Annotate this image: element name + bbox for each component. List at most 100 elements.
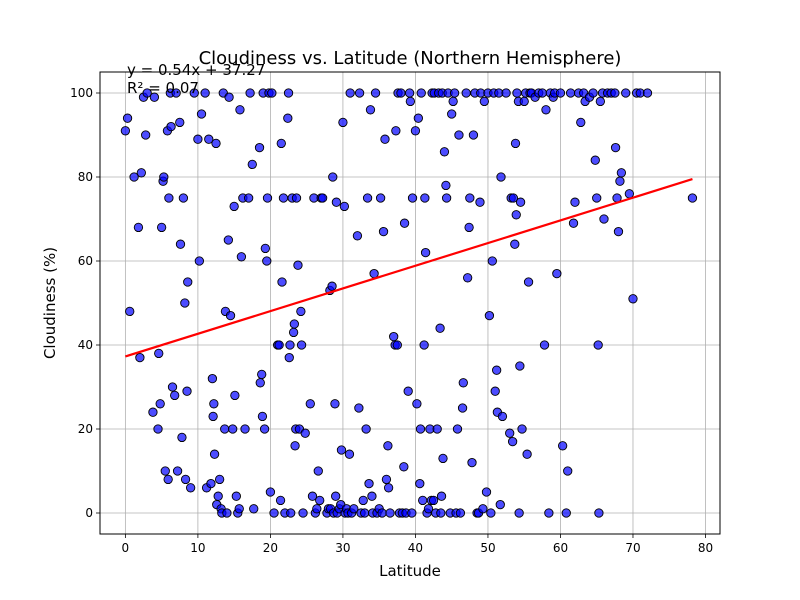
data-point <box>300 428 310 438</box>
data-point <box>389 331 399 342</box>
data-point <box>415 478 425 489</box>
data-point <box>352 231 363 241</box>
data-point <box>492 365 502 375</box>
data-point <box>505 428 515 438</box>
x-tick-label: 10 <box>190 541 205 555</box>
data-point <box>479 96 489 107</box>
data-point <box>339 201 350 212</box>
data-point <box>265 487 276 497</box>
data-point <box>298 508 308 518</box>
data-point <box>133 222 144 233</box>
data-point <box>441 193 452 203</box>
data-point <box>257 411 268 422</box>
data-point <box>621 88 631 98</box>
data-point <box>367 491 377 501</box>
data-point <box>180 474 191 485</box>
data-point <box>439 147 450 157</box>
data-point <box>231 491 241 501</box>
x-tick-label: 70 <box>625 541 640 555</box>
data-point <box>403 386 413 396</box>
data-point <box>289 319 299 329</box>
data-point <box>209 449 220 459</box>
y-axis-label: Cloudiness (%) <box>41 247 59 359</box>
data-point <box>468 130 479 140</box>
data-point <box>616 168 627 178</box>
data-point <box>419 340 429 350</box>
data-point <box>166 121 176 132</box>
data-point <box>290 441 300 451</box>
data-point <box>336 445 347 455</box>
data-point <box>142 88 152 98</box>
data-point <box>378 226 389 237</box>
data-point <box>149 92 160 102</box>
data-point <box>449 88 460 98</box>
y-tick-label: 60 <box>78 254 93 268</box>
data-point <box>391 126 401 136</box>
data-point <box>588 88 598 98</box>
data-point <box>407 508 417 518</box>
data-point <box>269 508 279 518</box>
data-point <box>438 453 448 464</box>
data-point <box>245 88 255 98</box>
data-point <box>568 218 579 228</box>
data-point <box>392 340 402 350</box>
data-point <box>399 218 410 228</box>
data-point <box>196 109 207 119</box>
data-point <box>508 193 518 203</box>
data-point <box>305 399 315 409</box>
data-point <box>284 352 294 363</box>
data-point <box>361 424 371 434</box>
data-point <box>407 193 418 203</box>
regression-equation: y = 0.54x + 37.27 <box>127 61 265 79</box>
data-point <box>552 268 562 279</box>
data-point <box>223 235 234 245</box>
data-point <box>563 466 573 476</box>
data-point <box>275 495 286 506</box>
data-point <box>399 462 409 472</box>
data-point <box>595 96 606 107</box>
data-point <box>230 390 240 401</box>
data-point <box>396 88 406 98</box>
data-point <box>349 504 359 514</box>
data-point <box>642 88 653 98</box>
data-point <box>249 504 259 514</box>
data-point <box>228 424 238 434</box>
y-tick-label: 80 <box>78 170 93 184</box>
data-point <box>330 399 340 409</box>
data-point <box>278 193 289 203</box>
data-point <box>170 390 180 401</box>
data-point <box>615 176 625 186</box>
data-point <box>193 134 203 144</box>
data-point <box>159 172 169 182</box>
data-point <box>523 277 534 287</box>
data-point <box>487 256 497 266</box>
data-point <box>420 247 431 258</box>
data-point <box>510 239 520 249</box>
data-point <box>687 193 698 203</box>
data-point <box>189 88 199 98</box>
data-point <box>624 189 635 199</box>
data-point <box>486 508 496 518</box>
data-point <box>175 117 185 128</box>
data-point <box>590 155 600 165</box>
data-point <box>428 495 439 506</box>
data-point <box>182 386 192 396</box>
data-point <box>286 508 296 518</box>
data-point <box>240 424 250 434</box>
data-point <box>185 483 196 493</box>
data-point <box>262 256 272 266</box>
data-point <box>122 113 133 123</box>
regression-line-group <box>125 178 693 358</box>
data-point <box>458 378 468 388</box>
data-point <box>457 403 468 413</box>
data-point <box>154 348 164 359</box>
data-point <box>364 478 374 489</box>
data-point <box>167 382 178 392</box>
x-tick-label: 80 <box>698 541 713 555</box>
data-point <box>592 193 602 203</box>
data-point <box>501 88 511 98</box>
data-point <box>328 172 338 182</box>
data-point <box>213 491 223 501</box>
data-point <box>370 88 381 98</box>
